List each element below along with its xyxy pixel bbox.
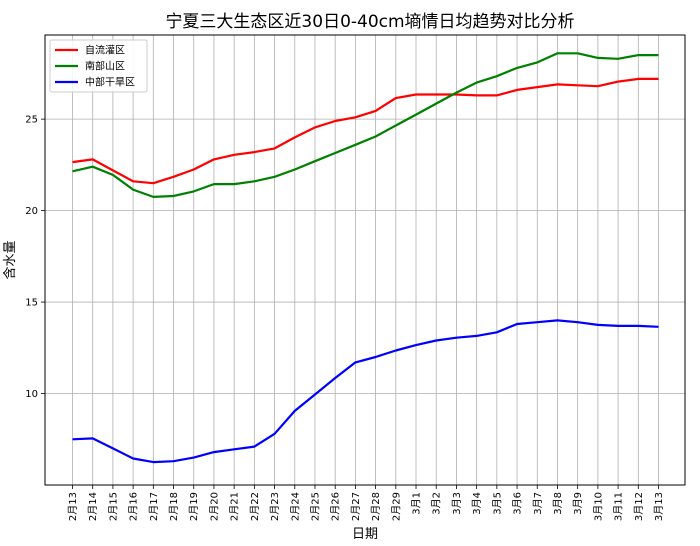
x-tick-label: 3月13: [653, 492, 665, 521]
series-layer: [72, 52, 659, 464]
x-tick-label: 2月26: [330, 492, 342, 521]
x-tick-label: 3月3: [451, 492, 463, 515]
y-axis-label: 含水量: [2, 240, 18, 279]
chart-title: 宁夏三大生态区近30日0-40cm墒情日均趋势对比分析: [165, 12, 574, 32]
x-tick-label: 3月1: [411, 492, 423, 515]
x-tick-label: 2月20: [208, 492, 220, 521]
legend-box: [49, 39, 148, 93]
x-tick-label: 3月5: [491, 492, 503, 515]
series-line: [72, 52, 659, 198]
plot-frame: [44, 34, 686, 486]
y-tick-label: 25: [25, 115, 38, 126]
series-line: [72, 77, 659, 185]
x-tick-label: 3月12: [633, 492, 645, 521]
x-tick-label: 2月28: [370, 492, 382, 521]
x-tick-label: 3月7: [532, 492, 544, 515]
grid: [45, 35, 685, 485]
y-tick-label: 20: [25, 206, 38, 217]
x-tick-label: 2月17: [148, 492, 160, 521]
legend-label: 中部干旱区: [85, 76, 135, 89]
x-tick-label: 2月14: [87, 492, 99, 521]
ticks: 2月13 2月14 2月15 2月16 2月17 2月18 2月19 2月20 2月21 2月22…: [25, 115, 665, 521]
x-tick-label: 2月27: [350, 492, 362, 521]
legend-label: 自流灌区: [85, 44, 125, 57]
x-tick-label: 2月22: [249, 492, 261, 521]
x-tick-label: 3月6: [512, 492, 524, 515]
x-tick-label: 3月10: [592, 492, 604, 521]
x-tick-label: 3月4: [471, 492, 483, 515]
y-tick-label: 10: [25, 389, 38, 400]
x-tick-label: 2月21: [229, 492, 241, 521]
legend-label: 南部山区: [85, 60, 125, 73]
x-tick-label: 2月24: [289, 492, 301, 521]
x-tick-label: 3月9: [572, 492, 584, 515]
y-tick-label: 15: [25, 298, 38, 309]
x-tick-label: 2月16: [128, 492, 140, 521]
x-tick-label: 3月8: [552, 492, 564, 515]
x-tick-label: 2月19: [188, 492, 200, 521]
x-tick-label: 2月29: [390, 492, 402, 521]
x-tick-label: 2月23: [269, 492, 281, 521]
x-axis-label: 日期: [352, 527, 378, 542]
x-tick-label: 2月13: [67, 492, 79, 521]
series-line: [72, 319, 659, 464]
x-tick-label: 2月15: [107, 492, 119, 521]
x-tick-label: 2月25: [309, 492, 321, 521]
x-tick-label: 3月2: [431, 492, 443, 515]
x-tick-label: 2月18: [168, 492, 180, 521]
x-tick-label: 3月11: [613, 492, 625, 521]
